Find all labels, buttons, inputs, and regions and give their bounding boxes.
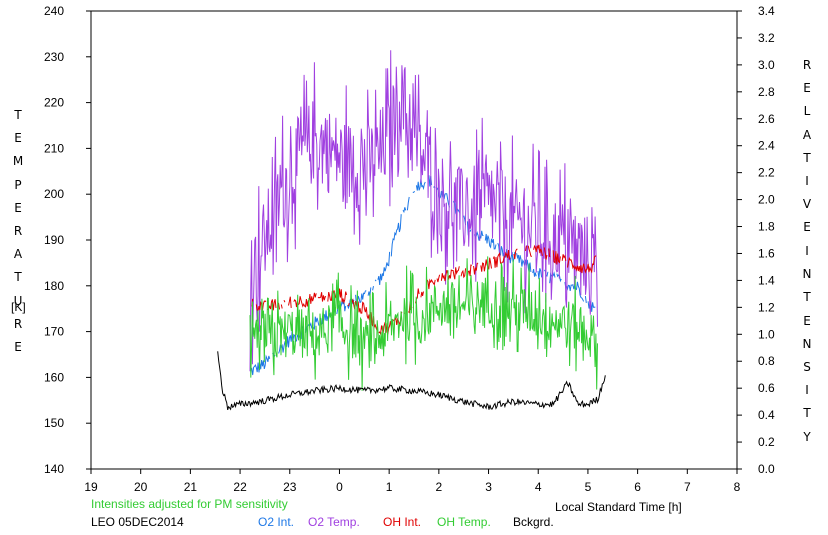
right-tick-label: 2.2 [758, 166, 775, 180]
left-tick-label: 160 [44, 370, 64, 384]
axis-label-letter: L [803, 104, 811, 119]
legend-bckgrd: Bckgrd. [513, 515, 554, 529]
x-tick-label: 23 [283, 480, 297, 494]
series-line-oh-temp [249, 256, 598, 391]
right-tick-label: 1.0 [758, 327, 775, 341]
x-tick-label: 0 [336, 480, 343, 494]
axis-label-letter: I [805, 383, 809, 398]
axis-label-letter: N [802, 336, 812, 351]
station-label: LEO 05DEC2014 [91, 515, 184, 529]
axis-label-letter: T [803, 290, 811, 305]
x-tick-label: 1 [386, 480, 393, 494]
left-tick-label: 240 [44, 4, 64, 18]
axis-label-letter: M [12, 154, 24, 169]
right-tick-label: 2.6 [758, 112, 775, 126]
right-tick-label: 0.2 [758, 435, 775, 449]
right-tick-label: 0.6 [758, 381, 775, 395]
axis-label-letter: U [13, 293, 23, 308]
series-layer [217, 50, 606, 411]
x-tick-label: 4 [535, 480, 542, 494]
axis-label-letter: T [14, 270, 22, 285]
right-tick-label: 0.8 [758, 354, 775, 368]
legend-o2-int: O2 Int. [258, 515, 295, 529]
sensitivity-note: Intensities adjusted for PM sensitivity [91, 497, 288, 511]
axis-label-letter: N [802, 267, 812, 282]
right-tick-label: 2.8 [758, 85, 775, 99]
series-line-bckgrd [217, 351, 606, 411]
axis-label-letter: S [803, 360, 811, 375]
left-tick-label: 230 [44, 50, 64, 64]
right-tick-label: 1.6 [758, 246, 775, 260]
axis-label-letter: E [14, 200, 22, 215]
x-tick-label: 19 [84, 480, 98, 494]
axis-label-letter: P [14, 177, 22, 192]
left-tick-label: 180 [44, 279, 64, 293]
left-tick-label: 220 [44, 96, 64, 110]
right-tick-label: 3.0 [758, 58, 775, 72]
axis-label-letter: E [803, 81, 811, 96]
axis-label-letter: Y [803, 429, 811, 444]
x-tick-label: 2 [436, 480, 443, 494]
x-tick-label: 20 [134, 480, 148, 494]
legend-oh-int: OH Int. [383, 515, 422, 529]
legend-oh-temp: OH Temp. [437, 515, 491, 529]
axis-label-letter: E [803, 313, 811, 328]
axis-label-letter: E [803, 220, 811, 235]
x-tick-label: 6 [634, 480, 641, 494]
right-tick-label: 1.4 [758, 273, 775, 287]
right-tick-label: 3.4 [758, 4, 775, 18]
axis-label-letter: T [803, 406, 811, 421]
axis-label-letter: R [802, 58, 812, 72]
left-axis-unit: [K] [11, 300, 26, 314]
axis-label-letter: I [805, 174, 809, 189]
right-tick-label: 0.0 [758, 462, 775, 476]
right-tick-label: 3.2 [758, 31, 775, 45]
x-tick-label: 22 [233, 480, 247, 494]
axis-label-letter: E [14, 340, 22, 355]
x-tick-label: 8 [734, 480, 741, 494]
axis-layer: 1401501601701801902002102202302400.00.20… [44, 4, 775, 494]
axis-label-letter: A [13, 247, 23, 262]
x-tick-label: 21 [184, 480, 198, 494]
right-tick-label: 2.4 [758, 139, 775, 153]
x-tick-label: 5 [585, 480, 592, 494]
axis-label-letter: I [805, 244, 809, 258]
plot-frame [90, 10, 738, 470]
left-tick-label: 140 [44, 462, 64, 476]
axis-label-letter: V [802, 197, 812, 212]
right-tick-label: 0.4 [758, 408, 775, 422]
x-axis-label: Local Standard Time [h] [555, 500, 682, 514]
right-tick-label: 1.8 [758, 220, 775, 234]
right-tick-label: 2.0 [758, 193, 775, 207]
right-tick-label: 1.2 [758, 300, 775, 314]
x-tick-label: 7 [684, 480, 691, 494]
axis-label-letter: T [14, 108, 22, 122]
legend-o2-temp: O2 Temp. [308, 515, 360, 529]
axis-label-letter: R [13, 316, 23, 331]
series-line-o2-temp [249, 50, 598, 372]
axis-label-letter: R [13, 224, 23, 239]
axis-label-letter: E [14, 131, 22, 146]
left-tick-label: 210 [44, 141, 64, 155]
axis-label-letter: A [802, 127, 812, 142]
left-tick-label: 150 [44, 416, 64, 430]
left-tick-label: 190 [44, 233, 64, 247]
axis-label-letter: T [803, 150, 811, 165]
left-tick-label: 200 [44, 187, 64, 201]
left-tick-label: 170 [44, 325, 64, 339]
x-tick-label: 3 [485, 480, 492, 494]
